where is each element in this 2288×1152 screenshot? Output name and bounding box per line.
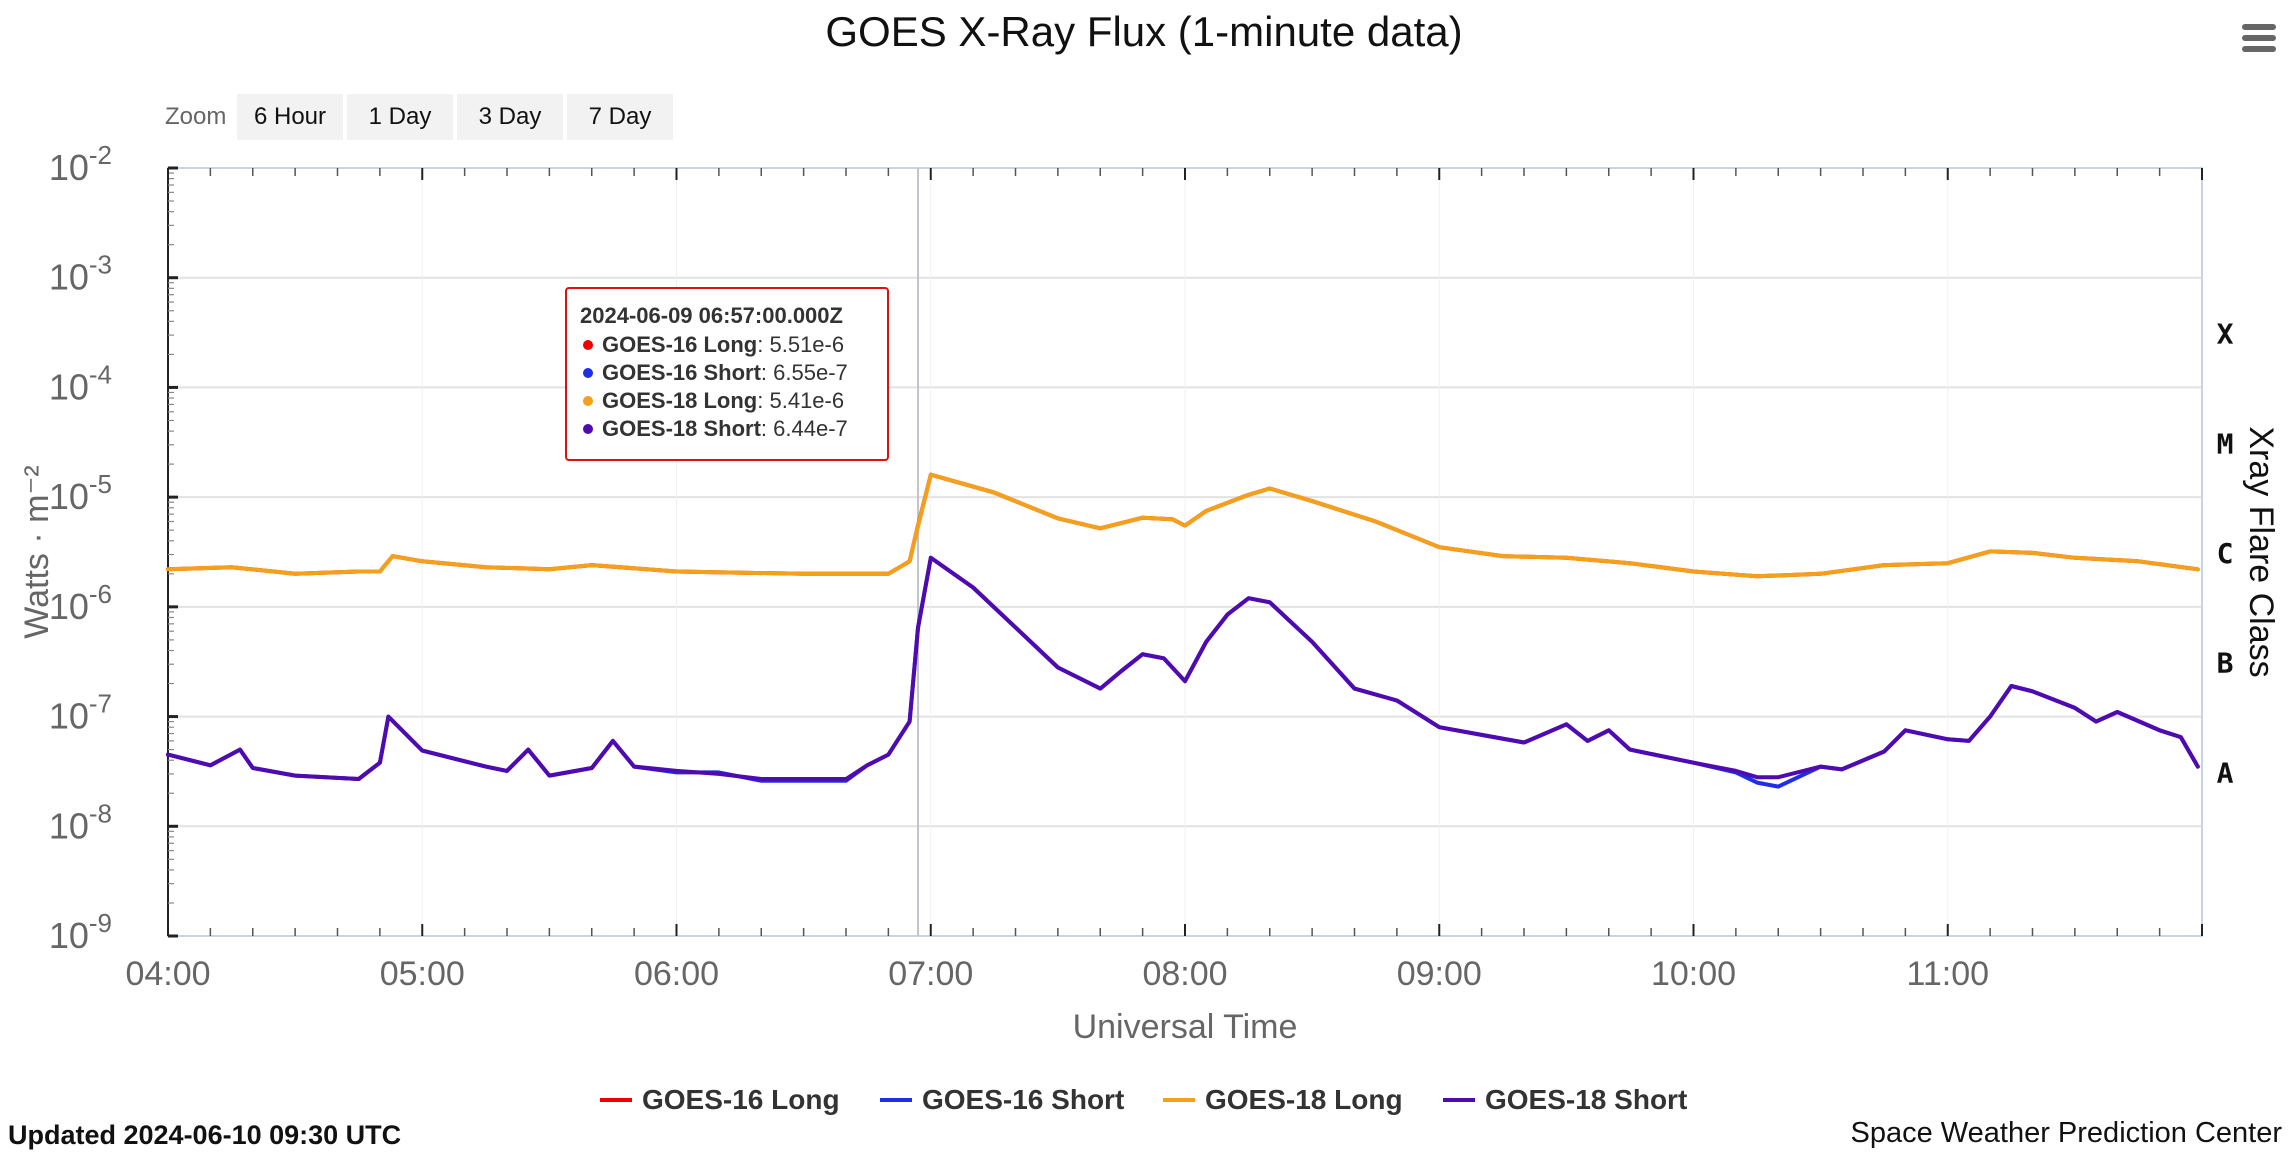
y2-axis-title: Xray Flare Class — [2242, 426, 2280, 677]
zoom-1-day-button[interactable]: 1 Day — [347, 94, 453, 140]
tooltip-row: GOES-18 Short: 6.44e-7 — [602, 416, 848, 441]
grid-lines — [167, 167, 2202, 937]
legend-item[interactable]: GOES-18 Long — [1163, 1084, 1403, 1115]
y-tick-label: 10-6 — [49, 579, 112, 627]
y-tick-exponent: -3 — [89, 250, 112, 280]
y-tick-base: 10 — [49, 257, 89, 298]
y-tick-base: 10 — [49, 366, 89, 407]
flare-class-labels: X M C B A — [2217, 318, 2234, 790]
legend-label: GOES-16 Long — [642, 1084, 840, 1115]
x-axis-title: Universal Time — [1073, 1008, 1298, 1046]
x-tick-label: 06:00 — [634, 955, 719, 993]
y-tick-exponent: -9 — [89, 908, 112, 938]
zoom-7-day-label: 7 Day — [589, 103, 652, 130]
y-tick-exponent: -8 — [89, 798, 112, 828]
hamburger-menu-icon[interactable] — [2238, 18, 2278, 58]
updated-timestamp: Updated 2024-06-10 09:30 UTC — [8, 1120, 401, 1150]
y-tick-base: 10 — [49, 147, 89, 188]
tooltip-series-name: GOES-18 Long — [602, 388, 757, 413]
legend-item[interactable]: GOES-18 Short — [1443, 1084, 1687, 1115]
zoom-7-day-button[interactable]: 7 Day — [567, 94, 673, 140]
axis-ticks — [167, 166, 2203, 938]
series-line-goes-18-long[interactable] — [166, 472, 2200, 579]
y-tick-base: 10 — [49, 586, 89, 627]
y-tick-label: 10-8 — [49, 798, 112, 846]
flare-class-label: C — [2217, 537, 2234, 570]
tooltip-value: 6.55e-7 — [773, 360, 848, 385]
y-tick-base: 10 — [49, 805, 89, 846]
x-tick-label: 11:00 — [1906, 955, 1989, 993]
y-tick-exponent: -7 — [89, 689, 112, 719]
y-tick-exponent: -2 — [89, 140, 112, 170]
chart-title: GOES X-Ray Flux (1-minute data) — [825, 8, 1462, 55]
tooltip-separator: : — [761, 416, 773, 441]
tooltip-series-name: GOES-16 Short — [602, 360, 762, 385]
tooltip-separator: : — [757, 332, 769, 357]
x-tick-label: 08:00 — [1142, 955, 1227, 993]
tooltip: 2024-06-09 06:57:00.000Z GOES-16 Long: 5… — [565, 287, 889, 461]
legend-item[interactable]: GOES-16 Short — [880, 1084, 1124, 1115]
y-tick-label: 10-3 — [49, 250, 112, 298]
y-tick-exponent: -5 — [89, 469, 112, 499]
legend[interactable]: GOES-16 Long GOES-16 Short GOES-18 Long GOE… — [600, 1084, 1687, 1115]
zoom-3-day-label: 3 Day — [479, 103, 542, 130]
x-tick-label: 05:00 — [380, 955, 465, 993]
zoom-6-hour-label: 6 Hour — [254, 103, 326, 130]
y-tick-exponent: -6 — [89, 579, 112, 609]
credit-text: Space Weather Prediction Center — [1851, 1117, 2283, 1149]
x-tick-label: 07:00 — [888, 955, 973, 993]
y-tick-label: 10-4 — [49, 359, 112, 407]
y-axis-title: Watts · m⁻² — [18, 465, 56, 638]
tooltip-dot — [583, 424, 593, 434]
tooltip-value: 5.51e-6 — [769, 332, 844, 357]
flare-class-label: B — [2217, 647, 2234, 680]
series-line-goes-16-short[interactable] — [166, 555, 2200, 789]
legend-label: GOES-18 Short — [1485, 1084, 1687, 1115]
tooltip-dot — [583, 340, 593, 350]
y-tick-label: 10-5 — [49, 469, 112, 517]
zoom-6-hour-button[interactable]: 6 Hour — [237, 94, 343, 140]
tooltip-series-name: GOES-16 Long — [602, 332, 757, 357]
flare-class-label: M — [2217, 427, 2234, 460]
x-tick-label: 09:00 — [1397, 955, 1482, 993]
y-tick-base: 10 — [49, 915, 89, 956]
y-tick-label: 10-9 — [49, 908, 112, 956]
tooltip-row: GOES-18 Long: 5.41e-6 — [602, 388, 844, 413]
tooltip-series-name: GOES-18 Short — [602, 416, 762, 441]
tooltip-value: 6.44e-7 — [773, 416, 848, 441]
flare-class-label: X — [2217, 318, 2234, 351]
tooltip-value: 5.41e-6 — [769, 388, 844, 413]
tooltip-row: GOES-16 Short: 6.55e-7 — [602, 360, 848, 385]
legend-label: GOES-16 Short — [922, 1084, 1124, 1115]
y-tick-labels: 10-210-310-410-510-610-710-810-9 — [49, 140, 112, 956]
legend-item[interactable]: GOES-16 Long — [600, 1084, 840, 1115]
zoom-3-day-button[interactable]: 3 Day — [457, 94, 563, 140]
flare-class-label: A — [2217, 756, 2234, 789]
y-tick-base: 10 — [49, 476, 89, 517]
y-tick-exponent: -4 — [89, 359, 112, 389]
y-tick-base: 10 — [49, 696, 89, 737]
tooltip-dot — [583, 368, 593, 378]
y-tick-label: 10-2 — [49, 140, 112, 188]
x-tick-label: 04:00 — [125, 955, 210, 993]
x-tick-labels: 04:00 05:00 06:00 07:00 08:00 09:00 10:00 11:00 — [125, 955, 1989, 993]
y-tick-label: 10-7 — [49, 689, 112, 737]
tooltip-title: 2024-06-09 06:57:00.000Z — [580, 303, 843, 328]
x-tick-label: 10:00 — [1651, 955, 1736, 993]
tooltip-row: GOES-16 Long: 5.51e-6 — [602, 332, 844, 357]
tooltip-separator: : — [761, 360, 773, 385]
series-lines[interactable] — [166, 472, 2200, 789]
series-line-goes-18-short[interactable] — [166, 555, 2200, 781]
tooltip-separator: : — [757, 388, 769, 413]
tooltip-dot — [583, 396, 593, 406]
zoom-1-day-label: 1 Day — [369, 103, 432, 130]
legend-label: GOES-18 Long — [1205, 1084, 1403, 1115]
zoom-label: Zoom — [165, 103, 226, 130]
